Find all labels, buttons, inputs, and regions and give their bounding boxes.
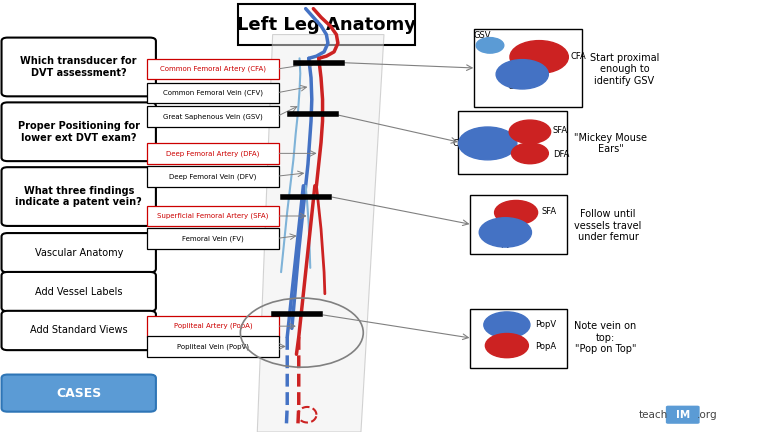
- FancyBboxPatch shape: [2, 375, 156, 412]
- Text: teach: teach: [639, 410, 668, 420]
- Text: Proper Positioning for
lower ext DVT exam?: Proper Positioning for lower ext DVT exa…: [18, 121, 140, 143]
- Text: Add Standard Views: Add Standard Views: [30, 325, 127, 336]
- Text: Popliteal Vein (PopV): Popliteal Vein (PopV): [177, 343, 249, 350]
- Circle shape: [510, 41, 568, 73]
- Circle shape: [479, 218, 531, 247]
- Circle shape: [509, 120, 551, 143]
- FancyBboxPatch shape: [2, 272, 156, 311]
- FancyBboxPatch shape: [458, 111, 567, 174]
- Text: Superficial Femoral Artery (SFA): Superficial Femoral Artery (SFA): [157, 213, 269, 219]
- Text: CASES: CASES: [56, 387, 101, 400]
- FancyBboxPatch shape: [238, 4, 415, 45]
- Text: CFV: CFV: [508, 82, 525, 91]
- Text: What three findings
indicate a patent vein?: What three findings indicate a patent ve…: [15, 186, 142, 207]
- Circle shape: [458, 127, 517, 160]
- FancyBboxPatch shape: [147, 143, 279, 164]
- Circle shape: [476, 38, 504, 53]
- Text: IM: IM: [676, 410, 690, 420]
- Text: Femoral Vein (FV): Femoral Vein (FV): [182, 235, 244, 242]
- FancyBboxPatch shape: [2, 38, 156, 96]
- Text: Left Leg Anatomy: Left Leg Anatomy: [237, 16, 416, 34]
- FancyBboxPatch shape: [147, 83, 279, 103]
- FancyBboxPatch shape: [666, 406, 700, 424]
- Text: FV: FV: [500, 241, 511, 250]
- Text: CFA: CFA: [571, 52, 587, 60]
- Circle shape: [485, 334, 528, 358]
- Circle shape: [496, 60, 548, 89]
- FancyBboxPatch shape: [2, 233, 156, 273]
- FancyBboxPatch shape: [147, 228, 279, 249]
- FancyBboxPatch shape: [147, 59, 279, 79]
- Text: GSV: GSV: [474, 31, 491, 40]
- Text: "Mickey Mouse
Ears": "Mickey Mouse Ears": [574, 133, 647, 154]
- FancyBboxPatch shape: [147, 106, 279, 127]
- Circle shape: [484, 312, 530, 338]
- Text: SFA: SFA: [541, 207, 557, 216]
- Text: Vascular Anatomy: Vascular Anatomy: [35, 248, 123, 258]
- Text: SFA: SFA: [553, 126, 568, 135]
- Text: Which transducer for
DVT assessment?: Which transducer for DVT assessment?: [21, 56, 137, 78]
- FancyBboxPatch shape: [2, 311, 156, 350]
- Text: Note vein on
top:
"Pop on Top": Note vein on top: "Pop on Top": [574, 321, 637, 354]
- Text: Great Saphenous Vein (GSV): Great Saphenous Vein (GSV): [164, 113, 263, 120]
- Text: CFV: CFV: [452, 139, 469, 148]
- FancyBboxPatch shape: [147, 206, 279, 226]
- Circle shape: [511, 143, 548, 164]
- Circle shape: [495, 200, 538, 225]
- Text: Common Femoral Artery (CFA): Common Femoral Artery (CFA): [160, 66, 266, 73]
- FancyBboxPatch shape: [470, 309, 567, 368]
- Text: .org: .org: [697, 410, 718, 420]
- Text: Common Femoral Vein (CFV): Common Femoral Vein (CFV): [163, 89, 263, 96]
- FancyBboxPatch shape: [474, 29, 582, 107]
- Text: PopA: PopA: [535, 342, 557, 351]
- Polygon shape: [257, 35, 384, 432]
- Text: Follow until
vessels travel
under femur: Follow until vessels travel under femur: [574, 209, 642, 242]
- Text: Add Vessel Labels: Add Vessel Labels: [35, 286, 122, 297]
- FancyBboxPatch shape: [2, 102, 156, 161]
- FancyBboxPatch shape: [147, 166, 279, 187]
- Text: Deep Femoral Vein (DFV): Deep Femoral Vein (DFV): [170, 173, 257, 180]
- FancyBboxPatch shape: [147, 316, 279, 337]
- Text: Deep Femoral Artery (DFA): Deep Femoral Artery (DFA): [167, 150, 260, 157]
- Text: Start proximal
enough to
identify GSV: Start proximal enough to identify GSV: [590, 53, 659, 86]
- FancyBboxPatch shape: [147, 336, 279, 357]
- Text: Popliteal Artery (PopA): Popliteal Artery (PopA): [174, 323, 253, 330]
- Text: DFA: DFA: [553, 150, 569, 159]
- FancyBboxPatch shape: [2, 167, 156, 226]
- Text: PopV: PopV: [535, 321, 557, 329]
- FancyBboxPatch shape: [470, 195, 567, 254]
